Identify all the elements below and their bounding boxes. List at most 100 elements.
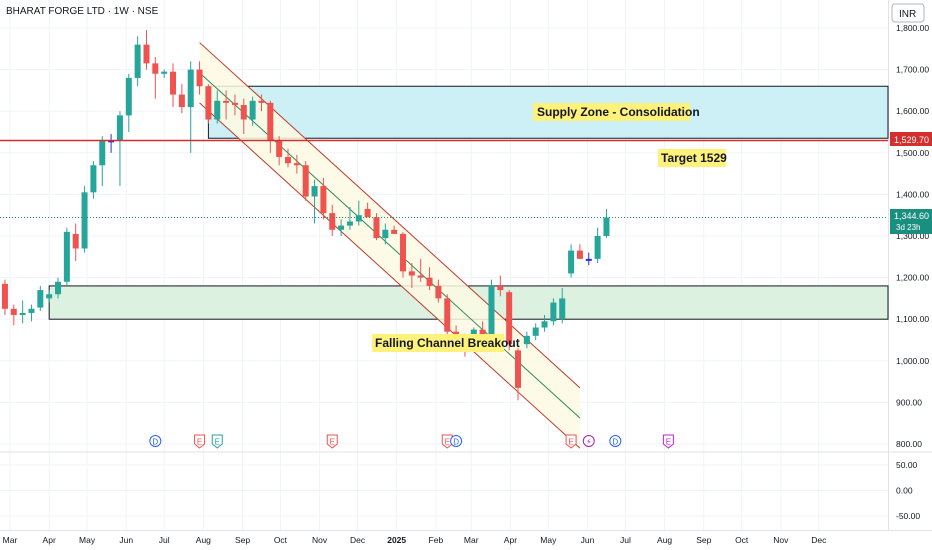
candle: [603, 208, 610, 239]
candle: [187, 61, 194, 153]
candle: [400, 231, 407, 278]
candle: [320, 177, 327, 220]
candle: [10, 304, 17, 326]
chart-title: BHARAT FORGE LTD · 1W · NSE: [6, 6, 159, 17]
candle-body: [400, 233, 407, 272]
candle: [435, 279, 442, 303]
candle: [329, 204, 336, 236]
channel-lower-line: [199, 102, 581, 449]
event-marker: D: [450, 435, 463, 447]
target-label-group: Target 1529: [658, 149, 727, 167]
candle: [143, 30, 150, 70]
event-marker: ⚡: [582, 435, 595, 447]
currency-button[interactable]: INR: [891, 3, 925, 23]
currency-button-frame[interactable]: [891, 3, 925, 23]
candle-body: [585, 258, 592, 261]
earnings-icon: [326, 434, 338, 449]
currency-label: INR: [899, 9, 916, 20]
candle-body: [523, 335, 530, 345]
candle: [1, 279, 8, 316]
time-tick-label: Jun: [119, 535, 133, 545]
candle-body: [249, 100, 256, 120]
candle-body: [99, 140, 106, 166]
candle-body: [506, 292, 513, 345]
candle: [249, 96, 256, 126]
event-marker-label: E: [568, 438, 573, 447]
event-marker: E: [194, 434, 206, 449]
event-marker: D: [149, 435, 162, 447]
price-tick-label: 1,700.00: [896, 65, 929, 75]
time-tick-label: Nov: [773, 535, 789, 545]
candle-body: [320, 186, 327, 214]
price-tick-label: 800.00: [896, 439, 922, 449]
event-marker-label: ⚡: [586, 438, 592, 447]
target-label: Target 1529: [661, 151, 727, 165]
candle-body: [488, 285, 495, 340]
event-marker-label: E: [330, 438, 335, 447]
candle-body: [311, 186, 318, 197]
time-tick-label: Dec: [811, 535, 827, 545]
target-price-tag-bg: [890, 132, 932, 146]
split-icon: [582, 435, 595, 447]
supply-zone-label-bg: [533, 103, 690, 121]
pane-tick-label: -50.00: [896, 511, 920, 521]
candle: [55, 277, 62, 299]
price-tick-label: 1,600.00: [896, 106, 929, 116]
candle-body: [453, 331, 460, 336]
candle: [408, 263, 415, 288]
candle: [19, 300, 26, 324]
candle-body: [302, 165, 309, 197]
candle: [585, 252, 592, 266]
pane-tick-label: 0.00: [896, 486, 913, 496]
candle-body: [205, 86, 212, 120]
candle-body: [258, 100, 265, 103]
event-marker-label: D: [453, 438, 459, 447]
event-marker-label: D: [612, 438, 618, 447]
candle-body: [329, 213, 336, 230]
candle-body: [125, 77, 132, 116]
current-price-text: 1,344.60: [894, 211, 929, 221]
time-tick-label: Mar: [3, 535, 18, 545]
candle-body: [178, 94, 185, 108]
candle: [258, 94, 265, 112]
price-lines: [0, 139, 888, 218]
time-tick-label: Jul: [620, 535, 631, 545]
candle: [99, 136, 106, 187]
candle: [72, 223, 79, 261]
candle: [355, 200, 362, 226]
candle: [594, 227, 601, 264]
candle-body: [223, 100, 230, 103]
candle-body: [214, 100, 221, 120]
time-tick-label: Sep: [696, 535, 711, 545]
candle-body: [19, 312, 26, 315]
candle-body: [90, 165, 97, 193]
candle: [568, 244, 575, 278]
candle: [382, 223, 389, 245]
candle: [205, 84, 212, 124]
candle-body: [37, 290, 44, 308]
time-tick-label: 2025: [387, 535, 406, 545]
candle-body: [364, 208, 371, 218]
candle: [346, 206, 353, 230]
channel-label-bg: [372, 334, 504, 352]
earnings-icon: [565, 434, 577, 449]
event-marker-label: D: [152, 438, 158, 447]
earnings-icon: [441, 434, 453, 449]
candle-body: [81, 192, 88, 249]
candle: [134, 36, 141, 87]
candle: [231, 94, 238, 116]
candle-body: [594, 236, 601, 259]
candle: [285, 148, 292, 168]
time-tick-label: Mar: [464, 535, 479, 545]
time-tick-label: Jun: [581, 535, 595, 545]
candle-body: [559, 298, 566, 320]
dividend-icon: [450, 435, 463, 447]
candle-body: [408, 271, 415, 276]
candle-body: [541, 321, 548, 328]
event-marker: E: [662, 434, 674, 449]
price-tick-label: 1,300.00: [896, 231, 929, 241]
candle-body: [63, 231, 70, 282]
time-tick-label: May: [540, 535, 557, 545]
event-marker: E: [211, 434, 223, 449]
